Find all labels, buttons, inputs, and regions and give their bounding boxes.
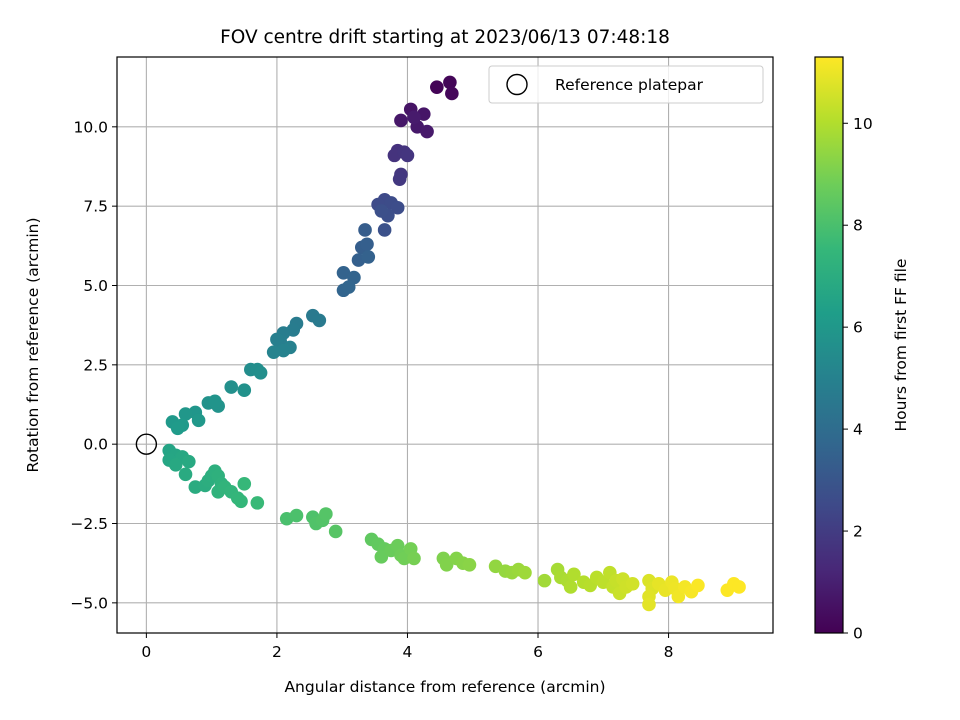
x-tick-label: 8 [664, 643, 674, 661]
colorbar-tick-label: 8 [853, 217, 863, 235]
data-point [537, 573, 552, 588]
data-point [178, 467, 193, 482]
data-point [407, 110, 421, 125]
data-point [439, 557, 454, 572]
x-tick-label: 4 [403, 643, 413, 661]
data-point [336, 266, 351, 280]
legend-label: Reference platepar [555, 76, 704, 94]
x-tick-label: 0 [141, 643, 151, 661]
y-tick-label: 0.0 [83, 436, 108, 454]
colorbar: 0 2 4 6 8 10 Hours from first FF file [814, 56, 910, 643]
colorbar-tick-label: 6 [853, 319, 863, 337]
reference-platepar-marker [135, 433, 158, 455]
data-point [270, 332, 284, 347]
legend-box [488, 65, 764, 104]
reference-marker-group [135, 433, 158, 455]
data-point [407, 551, 421, 566]
x-tick-label: 2 [272, 643, 282, 661]
data-point [328, 524, 343, 539]
data-point [360, 237, 374, 252]
data-point [625, 577, 640, 591]
x-tick-label: 6 [533, 643, 543, 661]
data-point [518, 565, 532, 580]
y-axis-label: Rotation from reference (arcmin) [24, 217, 42, 472]
data-point [400, 148, 415, 163]
data-point [732, 580, 746, 594]
y-tick-label: 7.5 [83, 198, 108, 216]
data-point [319, 507, 333, 521]
x-axis-label: Angular distance from reference (arcmin) [284, 678, 605, 696]
colorbar-tick-label: 0 [853, 625, 863, 643]
data-point [168, 458, 183, 472]
data-point [234, 494, 248, 509]
data-point [250, 496, 265, 510]
colorbar-tick-label: 10 [853, 115, 873, 133]
data-point [392, 172, 407, 186]
data-point [312, 313, 327, 328]
data-point [178, 407, 193, 421]
legend-reference-marker [506, 73, 528, 96]
data-point [374, 204, 389, 218]
data-point [341, 280, 356, 294]
data-point [377, 223, 392, 237]
y-tick-label: −5.0 [70, 594, 108, 612]
y-tick-label: 5.0 [83, 277, 108, 295]
colorbar-ticks: 0 2 4 6 8 10 [843, 115, 873, 643]
data-point [420, 124, 434, 139]
colorbar-tick-label: 4 [853, 421, 863, 439]
legend: Reference platepar [488, 65, 764, 104]
y-axis-ticks: −5.0 −2.5 0.0 2.5 5.0 7.5 10.0 [70, 118, 117, 612]
data-point [237, 383, 252, 398]
data-point [445, 86, 459, 101]
data-point [462, 557, 477, 572]
data-point [567, 567, 581, 582]
data-point [394, 113, 408, 128]
chart-title: FOV centre drift starting at 2023/06/13 … [220, 27, 670, 48]
data-point [191, 413, 206, 428]
data-point [443, 75, 457, 90]
data-point [170, 421, 185, 436]
data-point [358, 223, 372, 237]
y-tick-label: −2.5 [70, 515, 108, 533]
data-point [642, 597, 656, 612]
data-point [253, 365, 268, 380]
y-tick-label: 2.5 [83, 356, 108, 374]
colorbar-tick-label: 2 [853, 523, 863, 541]
data-point [563, 580, 578, 594]
data-point [390, 200, 405, 215]
data-point [374, 550, 389, 564]
plot-frame [116, 56, 774, 634]
scatter-points [162, 75, 746, 612]
colorbar-label: Hours from first FF file [892, 259, 910, 432]
colorbar-gradient [815, 57, 843, 633]
colorbar-frame [814, 56, 844, 634]
x-axis-ticks: 0 2 4 6 8 [141, 633, 673, 661]
data-point [397, 551, 412, 566]
y-tick-label: 10.0 [73, 118, 108, 136]
data-point [182, 454, 196, 469]
data-point [266, 345, 281, 359]
data-point [224, 380, 239, 394]
data-point [208, 394, 222, 409]
data-point [671, 589, 686, 604]
data-point [691, 578, 705, 593]
data-point [361, 250, 376, 264]
data-point [289, 508, 304, 523]
data-point [237, 477, 252, 491]
data-point [430, 80, 444, 94]
